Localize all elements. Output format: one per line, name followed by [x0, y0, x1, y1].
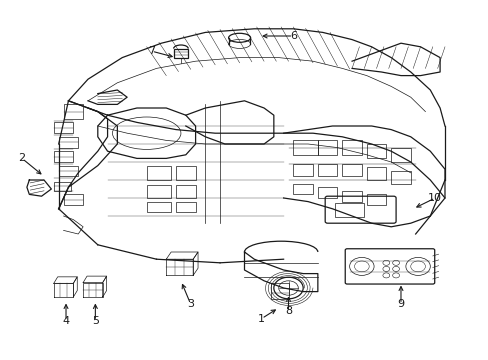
- Bar: [317, 187, 337, 198]
- Text: 9: 9: [397, 299, 404, 309]
- Bar: [390, 148, 410, 162]
- Bar: [146, 185, 171, 198]
- Bar: [366, 194, 386, 205]
- Bar: [176, 202, 195, 212]
- Text: 3: 3: [187, 299, 194, 309]
- Bar: [334, 203, 364, 217]
- Bar: [271, 283, 288, 299]
- Bar: [176, 185, 195, 198]
- Bar: [293, 164, 312, 176]
- Bar: [342, 164, 361, 176]
- Text: 8: 8: [285, 306, 291, 316]
- Bar: [54, 122, 73, 133]
- Bar: [54, 182, 71, 191]
- Bar: [146, 166, 171, 180]
- Bar: [366, 144, 386, 158]
- Text: 7: 7: [148, 46, 155, 56]
- Text: 2: 2: [19, 153, 25, 163]
- Text: 1: 1: [258, 314, 264, 324]
- Text: 6: 6: [289, 31, 296, 41]
- Bar: [390, 171, 410, 184]
- Bar: [59, 137, 78, 148]
- Bar: [342, 191, 361, 202]
- Bar: [59, 166, 78, 176]
- Bar: [63, 104, 83, 119]
- Bar: [176, 166, 195, 180]
- Text: 5: 5: [92, 316, 99, 326]
- Bar: [293, 184, 312, 194]
- Bar: [173, 49, 188, 58]
- Text: 10: 10: [427, 193, 441, 203]
- Text: 4: 4: [62, 316, 69, 326]
- Bar: [317, 164, 337, 176]
- Bar: [317, 140, 337, 155]
- Bar: [146, 202, 171, 212]
- Bar: [366, 167, 386, 180]
- Bar: [63, 194, 83, 205]
- Bar: [342, 140, 361, 155]
- Bar: [293, 140, 317, 155]
- Bar: [54, 151, 73, 162]
